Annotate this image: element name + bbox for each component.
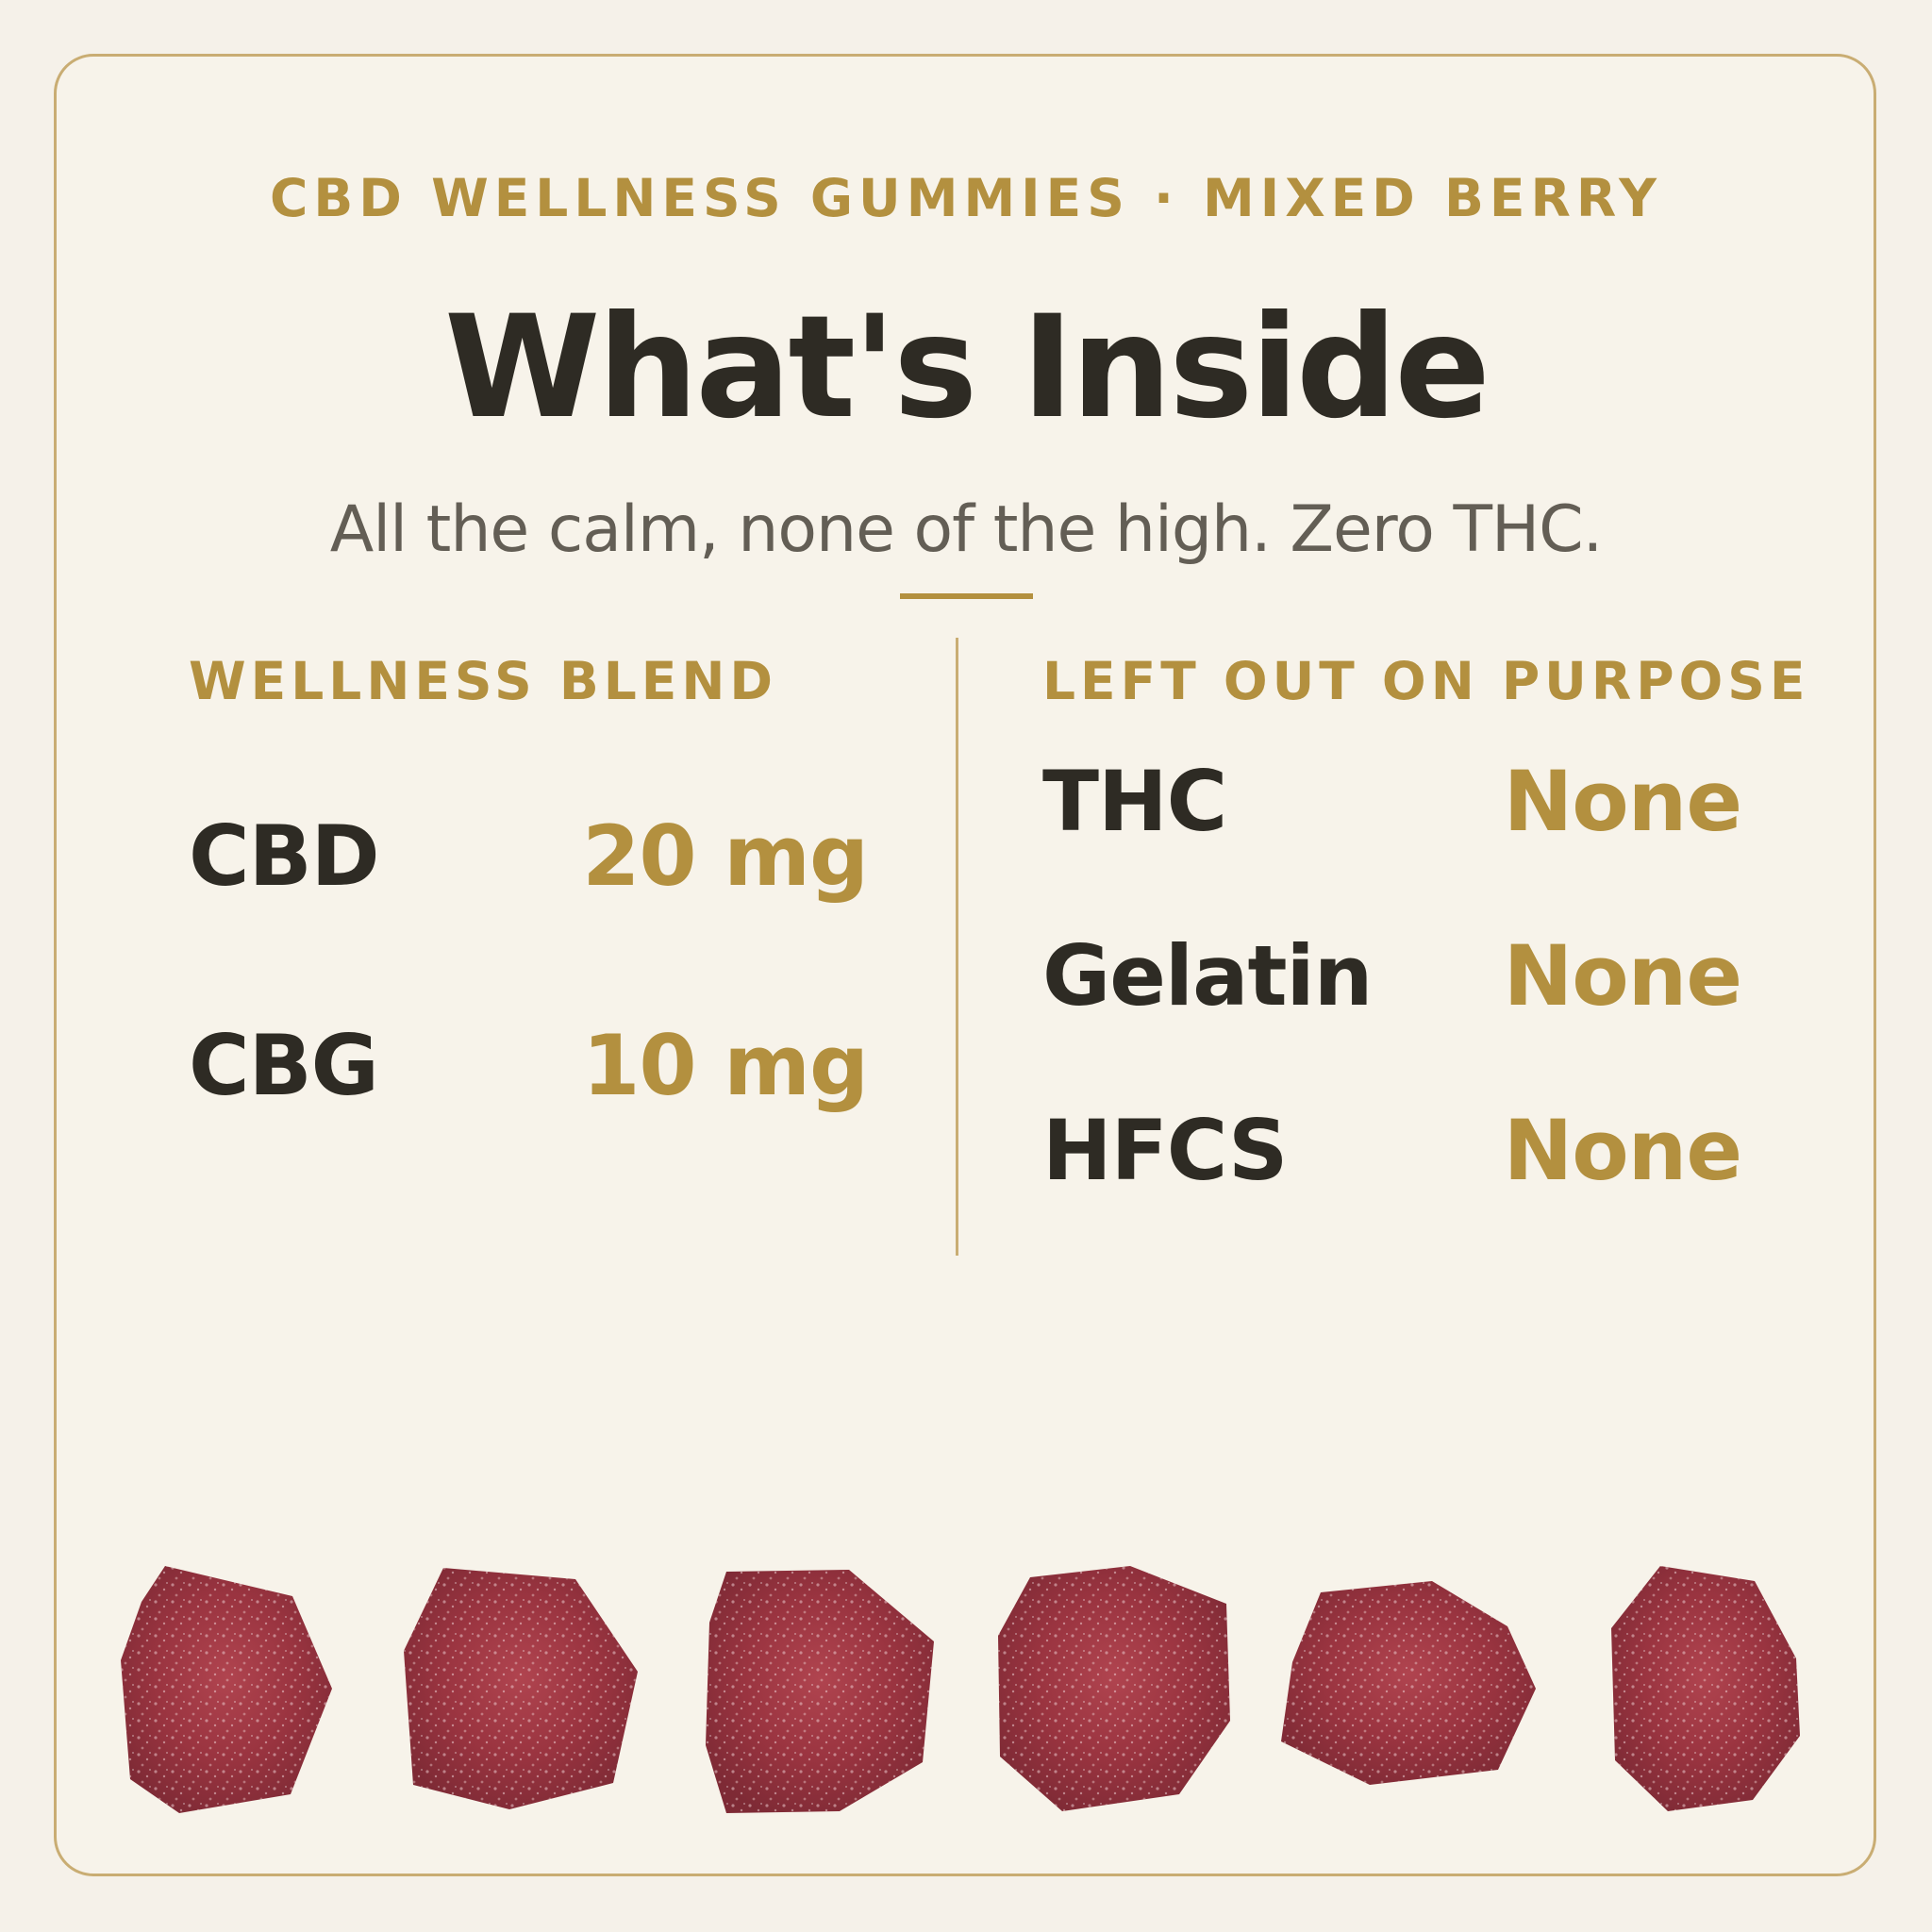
gummy-6 <box>1611 1566 1800 1811</box>
excluded-item-value: None <box>1503 1102 1742 1199</box>
page-title: What's Inside <box>444 286 1491 450</box>
wellness-blend-heading: WELLNESS BLEND <box>189 651 778 711</box>
excluded-item-name: Gelatin <box>1042 927 1373 1024</box>
gummy-2 <box>404 1568 638 1809</box>
excluded-item-name: HFCS <box>1042 1102 1288 1199</box>
left-out-heading: LEFT OUT ON PURPOSE <box>1042 651 1810 711</box>
blend-item-value: 10 mg <box>582 1017 869 1114</box>
gummy-5 <box>1281 1581 1536 1785</box>
gummy-4 <box>998 1566 1230 1811</box>
gummies-illustration <box>121 1566 1800 1813</box>
excluded-item-name: THC <box>1042 753 1227 850</box>
card-frame <box>54 54 1876 1876</box>
excluded-item-value: None <box>1503 753 1742 850</box>
product-eyebrow: CBD WELLNESS GUMMIES · MIXED BERRY <box>269 168 1662 228</box>
excluded-item-value: None <box>1503 927 1742 1024</box>
blend-item-value: 20 mg <box>582 808 869 905</box>
blend-item-name: CBD <box>189 808 380 905</box>
column-divider <box>956 638 958 1256</box>
tagline: All the calm, none of the high. Zero THC… <box>329 492 1604 567</box>
blend-item-name: CBG <box>189 1017 379 1114</box>
accent-rule <box>900 593 1033 599</box>
gummy-1 <box>121 1566 332 1813</box>
gummy-3 <box>706 1570 934 1813</box>
gummies-row <box>0 1547 1932 1830</box>
